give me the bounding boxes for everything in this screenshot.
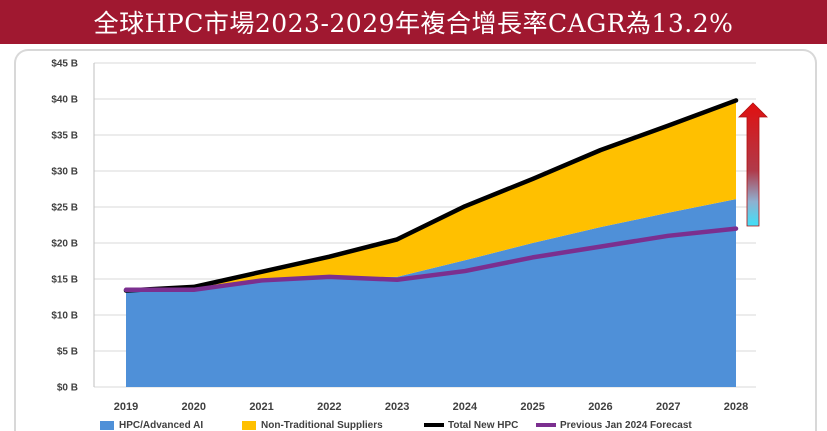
y-tick-label: $35 B <box>51 131 78 142</box>
x-axis-ticks: 2019 2020 2021 2022 2023 2024 2025 2026 2027 2028 <box>114 401 748 413</box>
x-tick-label: 2020 <box>182 401 206 413</box>
x-tick-label: 2022 <box>317 401 341 413</box>
y-tick-label: $30 B <box>51 167 78 178</box>
legend-label: Total New HPC <box>448 420 518 431</box>
y-axis-ticks: $0 B $5 B $10 B $15 B $20 B $25 B $30 B $35 B $4… <box>51 59 78 394</box>
legend-swatch <box>100 421 114 430</box>
x-tick-label: 2027 <box>656 401 680 413</box>
x-tick-label: 2019 <box>114 401 138 413</box>
area-series <box>126 100 736 387</box>
title-banner: 全球HPC市場2023-2029年複合增長率CAGR為13.2% <box>0 0 827 44</box>
growth-arrow-icon <box>738 102 768 227</box>
y-tick-label: $25 B <box>51 203 78 214</box>
x-tick-label: 2023 <box>385 401 409 413</box>
chart-frame <box>14 49 817 431</box>
legend: HPC/Advanced AI Non-Traditional Suppliers… <box>100 420 692 431</box>
legend-swatch <box>242 421 256 430</box>
page-title: 全球HPC市場2023-2029年複合增長率CAGR為13.2% <box>93 9 734 38</box>
y-tick-label: $15 B <box>51 275 78 286</box>
legend-label: Non-Traditional Suppliers <box>261 420 383 431</box>
line-total-new-hpc <box>123 98 739 293</box>
y-tick-label: $10 B <box>51 311 78 322</box>
y-tick-label: $40 B <box>51 95 78 106</box>
y-tick-label: $45 B <box>51 59 78 70</box>
growth-arrow-shape <box>738 102 768 227</box>
y-tick-label: $0 B <box>57 383 78 394</box>
area-hpc-advanced-ai <box>126 199 736 387</box>
x-tick-label: 2021 <box>249 401 273 413</box>
x-tick-label: 2028 <box>724 401 748 413</box>
x-tick-label: 2025 <box>520 401 544 413</box>
area-non-traditional-suppliers <box>126 100 736 291</box>
legend-label: HPC/Advanced AI <box>119 420 203 431</box>
x-tick-label: 2024 <box>453 401 478 413</box>
line-previous-jan-2024-forecast <box>123 226 739 293</box>
legend-label: Previous Jan 2024 Forecast <box>560 420 692 431</box>
line-series <box>123 98 739 293</box>
y-tick-label: $20 B <box>51 239 78 250</box>
x-tick-label: 2026 <box>588 401 612 413</box>
y-tick-label: $5 B <box>57 347 78 358</box>
